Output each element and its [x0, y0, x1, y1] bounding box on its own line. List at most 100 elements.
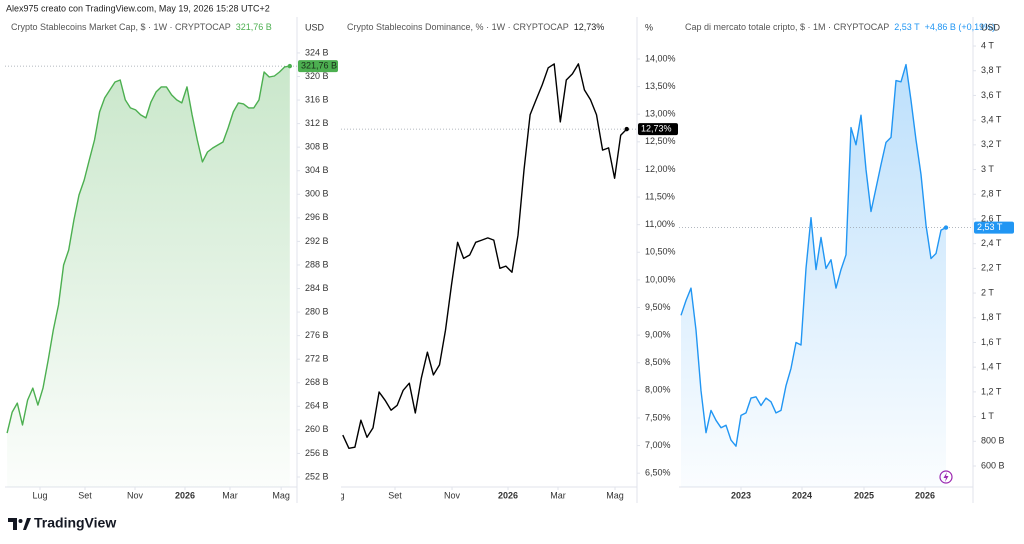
chart-title: Crypto Stablecoins Dominance, % · 1W · C…	[347, 22, 604, 32]
y-tick-label: 12,50%	[645, 136, 676, 146]
last-value-badge-label: 2,53 T	[977, 222, 1003, 232]
y-tick-label: 3,4 T	[981, 115, 1002, 125]
title-text: Crypto Stablecoins Market Cap, $ · 1W · …	[11, 22, 231, 32]
last-point	[943, 225, 949, 230]
y-tick-label: 304 B	[305, 165, 329, 175]
last-point	[287, 63, 293, 69]
y-tick-label: 3,8 T	[981, 65, 1002, 75]
x-tick-label: Nov	[444, 490, 461, 500]
y-tick-label: 324 B	[305, 47, 329, 57]
y-tick-label: 2,2 T	[981, 263, 1002, 273]
y-unit: USD	[981, 22, 1001, 32]
y-tick-label: 260 B	[305, 424, 329, 434]
x-axis: Lug Set Nov 2026 Mar Mag	[32, 487, 290, 500]
y-tick-label: 600 B	[981, 460, 1005, 470]
y-tick-label: 308 B	[305, 142, 329, 152]
y-tick-label: 4 T	[981, 40, 994, 50]
last-value-badge	[974, 221, 1014, 234]
y-tick-label: 2,6 T	[981, 213, 1002, 223]
x-tick-label: 2024	[792, 490, 812, 500]
last-value: 321,76 B	[236, 22, 272, 32]
y-tick-label: 12,00%	[645, 164, 676, 174]
y-tick-label: 8,00%	[645, 385, 671, 395]
x-tick-label: Lug	[329, 490, 344, 500]
y-tick-label: 13,50%	[645, 81, 676, 91]
y-tick-label: 1 T	[981, 411, 994, 421]
series-line	[680, 63, 947, 447]
brand-logo	[8, 518, 31, 530]
y-tick-label: 312 B	[305, 118, 329, 128]
y-tick-label: 1,2 T	[981, 386, 1002, 396]
x-tick-label: 2023	[731, 490, 751, 500]
last-value-badge-label: 321,76 B	[301, 60, 337, 70]
y-unit: %	[645, 22, 653, 32]
y-tick-label: 292 B	[305, 236, 329, 246]
y-tick-label: 2,4 T	[981, 238, 1002, 248]
series-line	[342, 63, 628, 449]
y-tick-label: 11,50%	[645, 191, 675, 201]
last-value: 2,53 T	[894, 22, 920, 32]
y-tick-label: 1,8 T	[981, 312, 1002, 322]
x-tick-label: 2026	[498, 490, 518, 500]
last-value-badge	[298, 60, 338, 73]
x-tick-label: Mag	[606, 490, 624, 500]
y-tick-label: 11,00%	[645, 219, 675, 229]
change-value: +4,86 B (+0,19%)	[925, 22, 996, 32]
y-tick-label: 8,50%	[645, 357, 671, 367]
last-point	[624, 126, 629, 132]
x-tick-label: Set	[388, 490, 402, 500]
x-tick-label: Mag	[272, 490, 290, 500]
y-tick-label: 800 B	[981, 436, 1005, 446]
area-fill	[7, 66, 290, 487]
y-tick-label: 2,8 T	[981, 189, 1002, 199]
x-axis: Lug Set Nov 2026 Mar Mag	[329, 487, 624, 500]
y-tick-label: 2 T	[981, 287, 994, 297]
x-axis: 2023 2024 2025 2026	[731, 487, 935, 500]
y-tick-label: 7,00%	[645, 440, 671, 450]
y-tick-label: 300 B	[305, 189, 329, 199]
y-tick-label: 6,50%	[645, 468, 671, 478]
y-unit: USD	[305, 22, 325, 32]
y-tick-label: 256 B	[305, 448, 329, 458]
y-tick-label: 3,2 T	[981, 139, 1002, 149]
y-tick-label: 296 B	[305, 212, 329, 222]
y-tick-label: 316 B	[305, 94, 329, 104]
y-tick-label: 1,4 T	[981, 362, 1002, 372]
y-tick-label: 9,00%	[645, 329, 671, 339]
y-tick-label: 284 B	[305, 283, 329, 293]
y-tick-label: 280 B	[305, 306, 329, 316]
title-text: Cap di mercato totale cripto, $ · 1M · C…	[685, 22, 889, 32]
area-fill	[681, 64, 946, 487]
x-tick-label: 2026	[175, 490, 195, 500]
x-tick-label: Mar	[550, 490, 566, 500]
y-tick-label: 14,00%	[645, 53, 676, 63]
y-tick-label: 10,00%	[645, 274, 676, 284]
y-tick-label: 272 B	[305, 354, 329, 364]
y-tick-label: 252 B	[305, 471, 329, 481]
x-tick-label: 2025	[854, 490, 874, 500]
x-tick-label: Set	[78, 490, 92, 500]
y-tick-label: 3 T	[981, 164, 994, 174]
x-tick-label: Lug	[32, 490, 47, 500]
last-value-badge	[638, 123, 678, 136]
chart-title: Cap di mercato totale cripto, $ · 1M · C…	[685, 22, 995, 32]
header: Alex975 creato con TradingView.com, May …	[6, 3, 270, 13]
y-tick-label: 10,50%	[645, 247, 676, 257]
y-tick-label: 264 B	[305, 401, 329, 411]
title-text: Crypto Stablecoins Dominance, % · 1W · C…	[347, 22, 569, 32]
last-value-badge-label: 12,73%	[641, 123, 672, 133]
chart-title: Crypto Stablecoins Market Cap, $ · 1W · …	[11, 22, 272, 32]
x-tick-label: Mar	[222, 490, 238, 500]
series-line	[6, 65, 290, 434]
y-tick-label: 288 B	[305, 259, 329, 269]
last-value: 12,73%	[574, 22, 605, 32]
x-tick-label: 2026	[915, 490, 935, 500]
y-tick-label: 320 B	[305, 71, 329, 81]
y-tick-label: 13,00%	[645, 109, 676, 119]
y-tick-label: 268 B	[305, 377, 329, 387]
y-tick-label: 276 B	[305, 330, 329, 340]
y-tick-label: 1,6 T	[981, 337, 1002, 347]
y-tick-label: 9,50%	[645, 302, 671, 312]
